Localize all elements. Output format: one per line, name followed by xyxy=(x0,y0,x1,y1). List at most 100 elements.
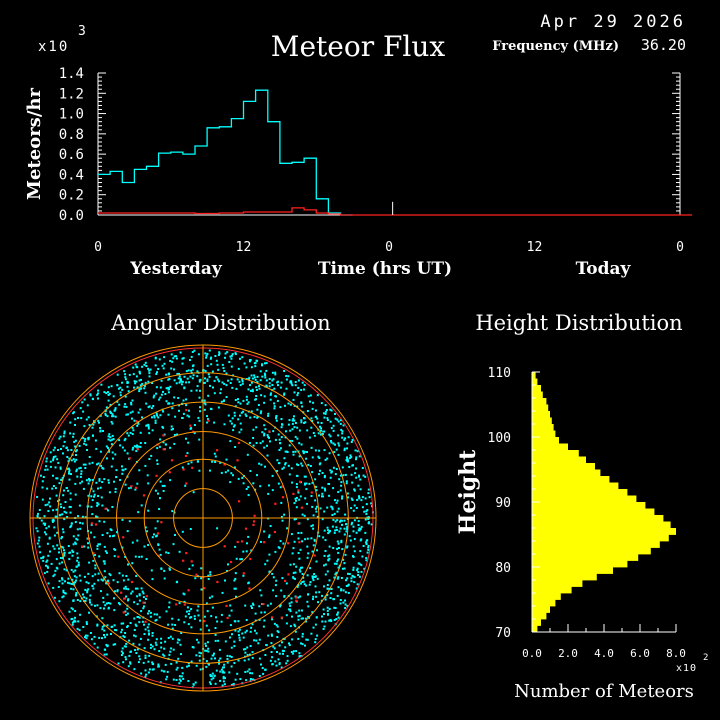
angular-point-cyan xyxy=(125,642,128,645)
angular-point-cyan xyxy=(318,457,321,459)
angular-point-cyan xyxy=(294,422,297,424)
angular-point-cyan xyxy=(159,386,162,389)
height-bar xyxy=(532,489,628,496)
angular-point-cyan xyxy=(294,450,297,453)
angular-title: Angular Distribution xyxy=(110,311,330,335)
height-bar xyxy=(532,593,561,600)
angular-point-red xyxy=(295,596,298,599)
angular-point-cyan xyxy=(218,380,221,383)
angular-point-cyan xyxy=(150,643,152,646)
angular-point-cyan xyxy=(271,379,274,382)
angular-point-cyan xyxy=(133,617,136,620)
angular-point-cyan xyxy=(266,604,269,607)
angular-point-cyan xyxy=(315,560,318,563)
angular-point-cyan xyxy=(309,465,312,467)
angular-point-cyan xyxy=(304,421,307,424)
angular-point-cyan xyxy=(279,406,282,409)
angular-point-cyan xyxy=(74,610,77,612)
angular-point-cyan xyxy=(158,616,161,619)
angular-point-cyan xyxy=(98,421,100,424)
angular-point-cyan xyxy=(307,395,310,398)
angular-point-cyan xyxy=(321,594,323,597)
angular-point-cyan xyxy=(135,365,138,368)
angular-point-cyan xyxy=(303,384,306,387)
angular-point-cyan xyxy=(276,470,279,472)
angular-point-cyan xyxy=(350,473,353,476)
angular-point-cyan xyxy=(71,608,74,611)
angular-point-cyan xyxy=(91,479,94,481)
angular-point-cyan xyxy=(81,515,84,518)
angular-point-cyan xyxy=(356,498,359,501)
angular-point-cyan xyxy=(289,604,292,607)
angular-point-cyan xyxy=(331,470,333,473)
angular-point-cyan xyxy=(169,359,172,362)
angular-point-cyan xyxy=(250,389,252,392)
angular-point-cyan xyxy=(324,620,327,623)
angular-point-cyan xyxy=(114,590,116,593)
angular-point-cyan xyxy=(210,675,213,678)
angular-point-cyan xyxy=(299,566,302,569)
angular-point-cyan xyxy=(156,463,159,465)
angular-point-cyan xyxy=(290,382,293,385)
angular-point-cyan xyxy=(338,530,341,533)
angular-point-cyan xyxy=(298,557,301,560)
angular-point-cyan xyxy=(318,535,321,538)
angular-point-cyan xyxy=(265,379,268,382)
angular-point-cyan xyxy=(138,621,141,624)
flux-series-red xyxy=(98,207,693,216)
flux-y-tick-label: 0.8 xyxy=(59,127,84,143)
angular-point-red xyxy=(253,520,256,523)
angular-point-cyan xyxy=(162,410,165,413)
angular-point-cyan xyxy=(85,621,88,624)
angular-point-cyan xyxy=(263,401,266,404)
angular-point-cyan xyxy=(87,482,90,485)
angular-point-cyan xyxy=(136,482,139,485)
angular-point-cyan xyxy=(158,398,161,401)
angular-point-cyan xyxy=(184,615,187,618)
angular-point-cyan xyxy=(312,626,315,629)
angular-point-cyan xyxy=(353,488,356,491)
angular-point-cyan xyxy=(153,613,156,616)
angular-point-cyan xyxy=(62,435,65,438)
angular-point-cyan xyxy=(70,568,73,571)
angular-point-cyan xyxy=(143,623,145,626)
angular-point-cyan xyxy=(134,363,137,366)
angular-point-cyan xyxy=(192,491,195,494)
angular-point-cyan xyxy=(43,531,46,534)
angular-point-cyan xyxy=(326,587,329,590)
angular-point-cyan xyxy=(310,632,313,635)
angular-point-cyan xyxy=(361,506,364,509)
angular-point-cyan xyxy=(213,421,216,424)
angular-point-cyan xyxy=(146,530,149,533)
angular-point-cyan xyxy=(87,582,90,585)
angular-point-cyan xyxy=(158,445,161,448)
angular-point-cyan xyxy=(205,354,208,357)
angular-point-cyan xyxy=(280,589,283,592)
angular-point-cyan xyxy=(218,351,221,354)
angular-point-cyan xyxy=(214,639,217,642)
angular-point-cyan xyxy=(154,421,157,424)
angular-point-cyan xyxy=(156,520,159,523)
angular-point-cyan xyxy=(354,449,357,452)
angular-point-cyan xyxy=(343,527,346,530)
angular-point-cyan xyxy=(303,422,306,424)
angular-point-cyan xyxy=(185,610,188,613)
angular-point-cyan xyxy=(87,542,89,545)
angular-point-cyan xyxy=(347,583,350,586)
angular-point-cyan xyxy=(74,616,76,619)
angular-point-cyan xyxy=(100,464,103,467)
angular-point-cyan xyxy=(187,409,190,412)
angular-point-cyan xyxy=(299,582,302,585)
angular-point-cyan xyxy=(77,515,79,518)
angular-point-cyan xyxy=(229,355,232,358)
angular-point-cyan xyxy=(54,466,57,469)
angular-point-cyan xyxy=(155,643,158,646)
angular-point-cyan xyxy=(112,457,114,460)
angular-point-cyan xyxy=(241,632,244,635)
angular-point-cyan xyxy=(195,654,198,657)
angular-point-cyan xyxy=(54,455,57,458)
angular-point-cyan xyxy=(180,632,183,634)
angular-point-cyan xyxy=(226,658,229,660)
angular-point-cyan xyxy=(242,482,245,485)
angular-point-cyan xyxy=(216,527,219,530)
